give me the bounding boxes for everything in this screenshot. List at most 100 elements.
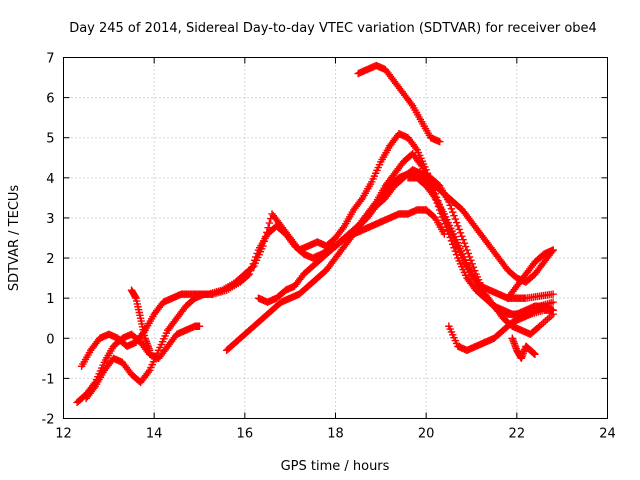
data-point: [455, 225, 463, 234]
data-point: [250, 256, 259, 265]
data-point: [549, 290, 557, 298]
data-point: [549, 310, 557, 318]
data-point: [458, 262, 466, 271]
data-point: [455, 257, 463, 265]
data-point: [453, 238, 461, 247]
data-point: [460, 268, 469, 277]
data-point: [145, 366, 154, 375]
data-point: [371, 169, 380, 177]
data-point: [147, 363, 155, 372]
y-tick-label: 4: [46, 172, 54, 187]
data-point: [443, 215, 451, 224]
data-point: [463, 261, 472, 270]
data-point: [477, 281, 485, 290]
data-point: [461, 271, 470, 279]
data-point: [461, 242, 470, 251]
data-point: [444, 218, 452, 227]
chart-title: Day 245 of 2014, Sidereal Day-to-day VTE…: [69, 21, 597, 36]
data-point: [440, 230, 448, 238]
data-point: [447, 328, 456, 336]
data-point: [248, 263, 256, 271]
data-point: [369, 175, 377, 183]
data-point: [534, 323, 542, 332]
y-tick-label: 3: [46, 212, 54, 227]
data-point: [160, 335, 168, 343]
x-tick-label: 22: [509, 427, 526, 442]
data-point: [98, 364, 106, 372]
data-point: [436, 138, 444, 146]
data-point: [471, 266, 479, 275]
data-point: [413, 146, 421, 154]
data-point: [467, 256, 475, 265]
data-point: [370, 172, 379, 180]
y-tick-label: 7: [46, 52, 54, 67]
y-tick-label: -2: [42, 413, 55, 428]
y-tick-label: -1: [42, 372, 55, 387]
data-point: [99, 361, 107, 369]
y-tick-label: 1: [46, 292, 54, 307]
axis-ticks: [63, 57, 608, 419]
data-point: [549, 246, 557, 254]
y-tick-label: 0: [46, 332, 54, 347]
data-point: [249, 260, 257, 268]
data-point: [449, 331, 457, 339]
data-point: [162, 329, 171, 337]
data-point: [449, 230, 458, 238]
data-point: [244, 271, 252, 279]
data-point: [368, 178, 376, 186]
data-point: [531, 350, 539, 359]
data-point: [452, 250, 461, 259]
data-point: [456, 229, 465, 237]
data-point: [454, 241, 463, 250]
data-point: [246, 266, 255, 275]
data-point: [448, 227, 456, 235]
x-tick-label: 14: [146, 427, 163, 442]
data-point: [452, 236, 460, 244]
data-point: [161, 332, 169, 340]
data-points: [73, 61, 557, 407]
data-point: [454, 222, 462, 230]
data-point: [476, 278, 484, 287]
y-axis-label: SDTVAR / TECUs: [7, 185, 22, 292]
data-point: [94, 372, 102, 381]
data-point: [450, 211, 458, 220]
data-point: [92, 375, 101, 384]
data-point: [469, 263, 478, 271]
data-point: [373, 166, 381, 175]
data-point: [451, 336, 460, 345]
data-point: [449, 240, 457, 249]
data-point: [158, 338, 167, 346]
data-point: [450, 233, 459, 241]
data-point: [375, 160, 384, 169]
data-point: [464, 249, 472, 258]
data-point: [465, 253, 474, 261]
data-point: [91, 378, 99, 387]
data-point: [374, 163, 382, 172]
data-point: [478, 284, 487, 293]
data-point: [459, 236, 467, 244]
data-point: [253, 249, 261, 258]
data-point: [157, 340, 165, 349]
x-tick-label: 18: [327, 427, 344, 442]
data-point: [472, 270, 480, 278]
data-point: [450, 244, 458, 252]
data-point: [465, 264, 473, 273]
data-point: [252, 253, 260, 261]
data-point: [549, 298, 557, 306]
data-point: [441, 213, 450, 221]
x-axis-label: GPS time / hours: [281, 459, 390, 474]
data-point: [156, 343, 164, 352]
data-point: [451, 247, 460, 255]
x-tick-label: 24: [599, 427, 616, 442]
y-tick-label: 2: [46, 252, 54, 267]
data-point: [460, 239, 469, 247]
data-point: [441, 219, 449, 228]
data-point: [463, 246, 471, 254]
data-point: [446, 201, 454, 210]
y-tick-label: 5: [46, 132, 54, 147]
x-tick-label: 12: [55, 427, 72, 442]
data-point: [419, 164, 427, 173]
data-point: [148, 360, 156, 369]
